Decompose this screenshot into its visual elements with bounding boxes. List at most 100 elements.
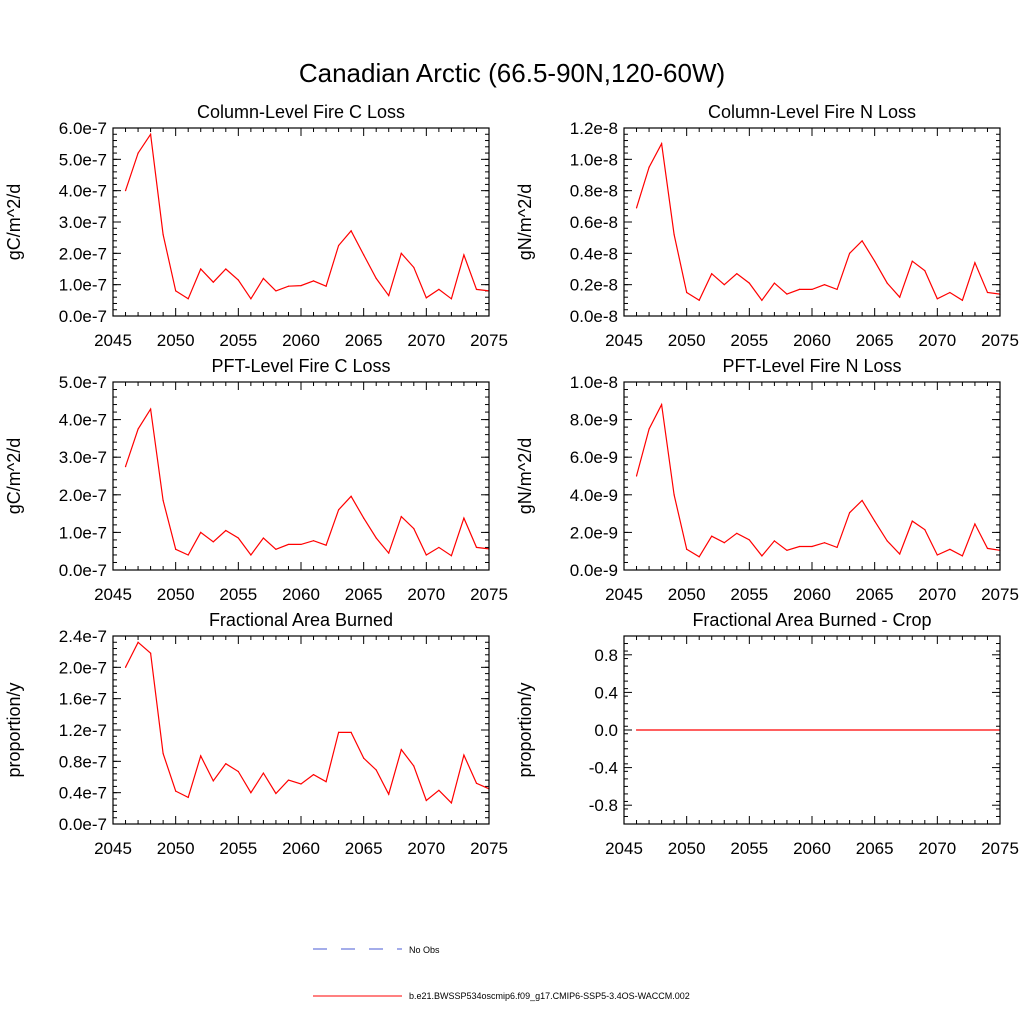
- data-point: [711, 535, 713, 537]
- data-point: [986, 291, 989, 294]
- data-point: [350, 731, 352, 733]
- data-point: [250, 792, 252, 794]
- data-point: [325, 544, 327, 546]
- panel-title: Fractional Area Burned: [209, 610, 393, 630]
- data-point: [861, 499, 863, 502]
- data-point: [375, 769, 377, 771]
- data-point: [200, 755, 202, 757]
- plot-frame: [112, 127, 490, 317]
- data-point: [312, 540, 315, 542]
- data-point: [686, 548, 688, 550]
- x-tick-label: 2075: [981, 839, 1019, 858]
- data-point: [836, 288, 838, 290]
- data-point: [200, 268, 202, 270]
- x-tick-label: 2055: [219, 331, 257, 350]
- x-tick-label: 2055: [219, 585, 257, 604]
- plot-frame: [623, 127, 1001, 317]
- panel-title: Fractional Area Burned - Crop: [692, 610, 931, 630]
- data-point: [363, 254, 365, 256]
- data-point: [723, 542, 725, 544]
- data-point: [400, 516, 402, 518]
- x-tick-label: 2060: [282, 839, 320, 858]
- x-tick-label: 2045: [94, 839, 132, 858]
- data-point: [874, 260, 876, 262]
- y-tick-label: 1.2e-7: [59, 721, 107, 740]
- data-point: [736, 273, 738, 275]
- data-point: [886, 540, 888, 542]
- data-point: [187, 796, 189, 798]
- y-tick-label: 4.0e-7: [59, 182, 107, 201]
- x-tick-label: 2045: [94, 331, 132, 350]
- data-point: [924, 269, 926, 272]
- y-tick-label: 6.0e-9: [570, 448, 618, 467]
- data-point: [986, 547, 989, 549]
- data-point: [162, 233, 164, 236]
- data-point: [338, 509, 340, 511]
- data-point: [262, 772, 264, 774]
- y-axis-label: gC/m^2/d: [4, 184, 24, 260]
- data-point: [338, 731, 340, 733]
- data-point: [711, 273, 713, 275]
- x-tick-label: 2070: [918, 585, 956, 604]
- y-tick-label: 5.0e-7: [59, 150, 107, 169]
- data-point: [338, 244, 340, 247]
- y-tick-label: 2.0e-7: [59, 658, 107, 677]
- data-point: [924, 528, 926, 531]
- legend-label-run: b.e21.BWSSP534oscmip6.f09_g17.CMIP6-SSP5…: [409, 991, 690, 1001]
- data-point: [698, 299, 700, 301]
- y-tick-label: 2.4e-7: [59, 627, 107, 646]
- data-point: [225, 763, 227, 765]
- x-tick-label: 2045: [605, 585, 643, 604]
- data-point: [463, 517, 465, 519]
- y-tick-label: 0.0e-8: [570, 307, 618, 326]
- data-point: [400, 748, 402, 751]
- x-tick-label: 2050: [668, 839, 706, 858]
- x-tick-label: 2070: [918, 839, 956, 858]
- y-tick-label: 2.0e-9: [570, 523, 618, 542]
- data-point: [823, 284, 826, 286]
- data-point: [849, 512, 851, 514]
- data-point: [949, 548, 951, 550]
- data-point: [375, 537, 377, 539]
- data-point: [635, 207, 638, 209]
- panel-title: Column-Level Fire C Loss: [197, 102, 405, 122]
- data-point: [388, 552, 390, 554]
- data-point: [936, 298, 938, 300]
- data-point: [438, 789, 440, 791]
- chart-panel-6: Fractional Area Burned - Crop proportion/…: [515, 610, 1019, 858]
- y-tick-label: 0.4: [594, 683, 618, 702]
- data-point: [748, 539, 750, 541]
- y-tick-label: 1.2e-8: [570, 119, 618, 138]
- data-point: [150, 408, 152, 410]
- data-point: [911, 520, 913, 522]
- x-tick-label: 2060: [793, 585, 831, 604]
- data-point: [961, 555, 964, 557]
- data-point: [736, 532, 738, 534]
- x-tick-label: 2050: [157, 585, 195, 604]
- data-point: [150, 133, 152, 135]
- data-point: [673, 494, 675, 496]
- x-tick-label: 2075: [981, 585, 1019, 604]
- x-tick-label: 2075: [470, 585, 508, 604]
- data-point: [786, 549, 788, 551]
- data-point: [773, 282, 776, 284]
- data-point: [761, 299, 763, 301]
- data-point: [124, 666, 127, 668]
- y-tick-label: 4.0e-9: [570, 486, 618, 505]
- y-tick-label: 0.2e-8: [570, 276, 618, 295]
- y-axis-label: gN/m^2/d: [515, 438, 535, 514]
- data-point: [661, 403, 663, 406]
- data-point: [137, 428, 139, 430]
- x-tick-label: 2055: [219, 839, 257, 858]
- y-tick-label: 5.0e-7: [59, 373, 107, 392]
- data-point: [648, 166, 650, 168]
- data-point: [212, 281, 214, 283]
- y-tick-label: 1.0e-7: [59, 276, 107, 295]
- data-point: [425, 297, 427, 299]
- data-point: [798, 545, 801, 548]
- y-tick-label: 0.6e-8: [570, 213, 618, 232]
- data-point: [200, 531, 202, 534]
- data-point: [212, 780, 214, 782]
- x-tick-label: 2070: [918, 331, 956, 350]
- data-point: [225, 268, 227, 270]
